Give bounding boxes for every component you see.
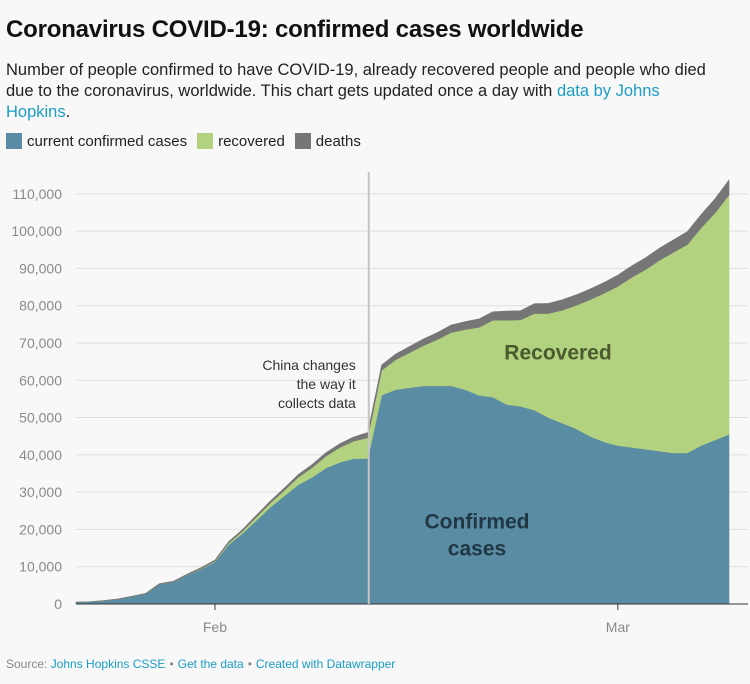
footer-get-data-link[interactable]: Get the data [177,657,244,671]
y-tick-label: 70,000 [19,335,62,351]
y-tick-label: 40,000 [19,447,62,463]
y-tick-label: 100,000 [11,223,62,239]
y-tick-label: 90,000 [19,260,62,276]
chart-annotations: China changes the way it collects data Reco… [262,172,612,604]
subtitle-text: Number of people confirmed to have COVID… [6,61,706,100]
legend-swatch-recovered [197,133,214,149]
legend-item-recovered: recovered [197,133,285,150]
y-tick-label: 50,000 [19,410,62,426]
legend-swatch-confirmed [6,133,22,149]
y-tick-label: 60,000 [19,372,62,388]
y-tick-label: 30,000 [19,484,62,500]
footer-datawrapper-link[interactable]: Created with Datawrapper [255,657,396,671]
area-label-recovered: Recovered [504,342,611,365]
chart-subtitle: Number of people confirmed to have COVID… [6,60,728,123]
chart-areas [75,179,748,605]
footer-separator-1: • [169,657,174,671]
area-label-confirmed: Confirmed [425,511,530,534]
x-axis: Feb Mar [203,604,630,635]
chart-plot: 0 10,000 20,000 30,000 40,000 50,000 60,000 70,… [11,172,748,635]
legend-label-confirmed: current confirmed cases [27,132,188,150]
subtitle-source-link[interactable]: data by Johns Hopkins [6,82,660,121]
legend: current confirmed cases recovered deaths [6,131,371,151]
x-tick-label: Feb [203,619,227,635]
legend-item-deaths: deaths [294,132,361,150]
legend-label-deaths: deaths [315,132,361,150]
legend-swatch-deaths [294,133,311,149]
y-tick-label: 20,000 [19,521,62,537]
subtitle-end: . [65,103,71,121]
y-tick-label: 110,000 [12,186,62,202]
annotation-text: collects data [278,395,356,411]
x-tick-label: Mar [606,619,630,635]
y-tick-label: 0 [54,596,62,612]
legend-label-recovered: recovered [218,132,285,150]
y-tick-label: 10,000 [19,559,62,575]
annotation-text: China changes [262,357,355,373]
y-tick-label: 80,000 [19,298,62,314]
chart-footer: Source: Johns Hopkins CSSE • Get the data •… [6,657,395,671]
area-label-confirmed: cases [448,538,506,561]
chart-title: Coronavirus COVID-19: confirmed cases wo… [6,16,584,43]
area-deaths [75,179,730,603]
footer-source-prefix: Source: [6,657,51,671]
legend-item-confirmed: current confirmed cases [6,133,187,150]
y-axis-labels: 0 10,000 20,000 30,000 40,000 50,000 60,000 70,… [11,186,62,612]
annotation-text: the way it [297,376,356,392]
footer-separator-2: • [247,657,252,671]
footer-source-link[interactable]: Johns Hopkins CSSE [50,657,166,671]
